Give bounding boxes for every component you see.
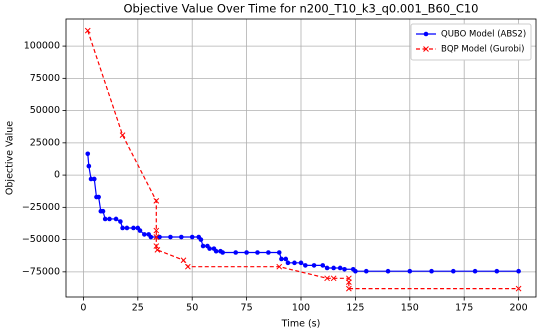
- legend: QUBO Model (ABS2) BQP Model (Gurobi): [410, 23, 532, 61]
- marker: [119, 132, 126, 138]
- marker: [157, 234, 162, 240]
- marker: [407, 268, 413, 274]
- chart-title: Objective Value Over Time for n200_T10_k…: [123, 2, 478, 16]
- marker: [279, 256, 284, 262]
- y-tick-label: −75000: [22, 266, 60, 277]
- marker: [285, 260, 291, 266]
- y-tick-label: 25000: [30, 137, 60, 148]
- marker: [184, 263, 191, 270]
- marker: [154, 247, 161, 253]
- legend-label: QUBO Model (ABS2): [441, 30, 526, 40]
- marker: [451, 268, 456, 274]
- marker: [137, 228, 143, 233]
- marker: [515, 285, 522, 292]
- marker: [85, 151, 91, 157]
- marker: [276, 250, 282, 255]
- marker: [244, 250, 249, 255]
- series-line: [87, 153, 519, 272]
- marker: [153, 198, 160, 204]
- x-tick-label: 150: [401, 303, 419, 314]
- marker: [276, 263, 283, 270]
- marker: [100, 208, 106, 214]
- marker: [303, 263, 308, 268]
- marker: [131, 225, 136, 231]
- x-tick-label: 200: [510, 303, 528, 314]
- x-tick-label: 175: [455, 303, 473, 314]
- marker: [118, 219, 123, 224]
- marker: [96, 194, 101, 200]
- x-tick-label: 75: [241, 303, 253, 314]
- legend-marker: [423, 31, 429, 37]
- marker: [516, 268, 521, 274]
- marker: [189, 234, 195, 240]
- marker: [255, 250, 260, 255]
- marker: [153, 227, 160, 234]
- marker: [298, 260, 304, 266]
- marker: [342, 266, 347, 272]
- marker: [330, 275, 337, 282]
- marker: [311, 263, 317, 268]
- marker: [200, 243, 206, 249]
- x-tick-label: 50: [186, 303, 198, 314]
- marker: [429, 268, 434, 274]
- marker: [337, 265, 343, 271]
- marker: [353, 268, 358, 274]
- marker: [142, 232, 147, 237]
- marker: [107, 216, 112, 222]
- marker: [385, 268, 391, 274]
- x-tick-label: 25: [132, 303, 144, 314]
- x-axis-label: Time (s): [281, 319, 321, 330]
- marker: [472, 268, 478, 274]
- marker: [124, 225, 130, 231]
- marker: [266, 250, 271, 255]
- marker: [220, 250, 225, 255]
- x-tick-label: 100: [292, 303, 310, 314]
- marker: [363, 268, 369, 274]
- marker: [148, 234, 154, 240]
- marker: [86, 163, 92, 169]
- marker: [113, 216, 119, 222]
- marker: [292, 260, 297, 266]
- y-tick-label: −50000: [22, 234, 60, 245]
- marker: [198, 237, 204, 242]
- marker: [320, 263, 326, 268]
- marker: [102, 216, 108, 222]
- marker: [283, 256, 289, 262]
- x-tick-label: 0: [80, 303, 86, 314]
- marker: [180, 257, 187, 264]
- plot-frame: [65, 18, 537, 298]
- marker: [331, 265, 336, 271]
- marker: [168, 234, 173, 240]
- x-tick-label: 125: [346, 303, 364, 314]
- marker: [120, 225, 125, 231]
- legend-label: BQP Model (Gurobi): [441, 45, 524, 55]
- legend-marker: [423, 46, 429, 52]
- y-tick-label: 75000: [30, 73, 60, 84]
- series-line: [87, 30, 519, 290]
- marker: [213, 248, 219, 254]
- y-tick-label: 50000: [30, 105, 60, 116]
- y-axis-label: Objective Value: [5, 121, 16, 195]
- y-tick-label: −25000: [22, 202, 60, 213]
- marker: [494, 268, 500, 274]
- marker: [179, 234, 184, 240]
- marker: [324, 265, 330, 271]
- marker: [346, 279, 352, 286]
- marker: [153, 234, 160, 240]
- legend-box: [410, 23, 532, 61]
- marker: [346, 285, 352, 292]
- y-tick-label: 100000: [24, 41, 60, 52]
- marker: [207, 246, 212, 251]
- marker: [233, 250, 239, 255]
- y-tick-label: 0: [54, 170, 60, 181]
- marker: [324, 275, 330, 282]
- marker: [84, 27, 91, 34]
- marker: [91, 176, 97, 182]
- marker: [88, 176, 94, 182]
